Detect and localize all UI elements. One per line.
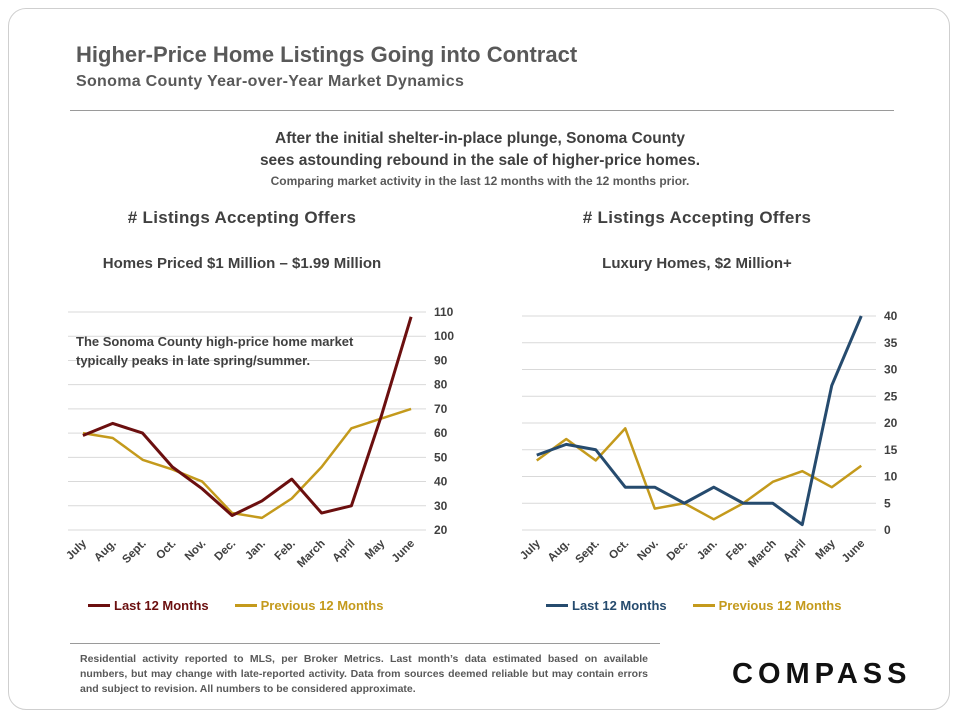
legend-swatch-previous <box>234 604 257 607</box>
legend-label-last: Last 12 Months <box>114 598 209 613</box>
series-line-previous-12-months <box>536 427 862 521</box>
x-tick-label: Nov. <box>635 538 661 564</box>
footer-disclaimer: Residential activity reported to MLS, pe… <box>80 653 648 695</box>
chart-annotation: The Sonoma County high-price home market… <box>76 332 396 370</box>
header-divider <box>70 110 894 111</box>
legend-label-last: Last 12 Months <box>572 598 667 613</box>
footer-divider <box>70 643 660 644</box>
compass-logo: COMPASS <box>732 658 912 690</box>
x-tick-label: Dec. <box>665 538 691 564</box>
x-tick-label: Sept. <box>573 538 601 566</box>
y-tick-label: 50 <box>434 450 448 464</box>
y-tick-label: 90 <box>434 353 448 367</box>
legend-swatch-last <box>88 604 110 607</box>
x-tick-label: Feb. <box>724 538 749 563</box>
left-legend: Last 12 Months Previous 12 Months <box>88 598 409 613</box>
y-tick-label: 80 <box>434 378 448 392</box>
left-chart-subtitle: Homes Priced $1 Million – $1.99 Million <box>102 255 382 272</box>
legend-item-previous: Previous 12 Months <box>234 598 384 613</box>
y-tick-label: 30 <box>434 499 448 513</box>
legend-item-last: Last 12 Months <box>88 598 209 613</box>
x-tick-label: March <box>746 538 778 570</box>
y-tick-label: 0 <box>884 523 891 537</box>
right-chart-title: # Listings Accepting Offers <box>582 208 812 227</box>
y-tick-label: 5 <box>884 496 891 510</box>
legend-item-previous: Previous 12 Months <box>692 598 842 613</box>
annotation-line-1: The Sonoma County high-price home market <box>76 334 354 349</box>
right-legend: Last 12 Months Previous 12 Months <box>546 598 867 613</box>
x-tick-label: July <box>518 537 543 562</box>
comparison-note: Comparing market activity in the last 12… <box>270 174 690 188</box>
x-tick-label: June <box>840 538 867 565</box>
x-tick-label: April <box>781 538 808 565</box>
y-tick-label: 60 <box>434 426 448 440</box>
y-tick-label: 15 <box>884 443 898 457</box>
right-chart-subtitle: Luxury Homes, $2 Million+ <box>602 255 792 272</box>
headline: After the initial shelter-in-place plung… <box>180 128 780 172</box>
legend-swatch-previous <box>692 604 715 607</box>
slide-frame <box>8 8 950 710</box>
y-tick-label: 40 <box>434 475 448 489</box>
page-title: Higher-Price Home Listings Going into Co… <box>76 42 578 67</box>
x-tick-label: Oct. <box>607 538 631 562</box>
headline-line-1: After the initial shelter-in-place plung… <box>275 130 685 147</box>
y-tick-label: 70 <box>434 402 448 416</box>
y-tick-label: 40 <box>884 309 898 323</box>
legend-label-previous: Previous 12 Months <box>260 598 384 613</box>
y-tick-label: 20 <box>434 523 448 537</box>
series-line-previous-12-months <box>82 407 412 520</box>
series-line-last-12-months <box>536 315 863 527</box>
y-tick-label: 110 <box>434 305 454 319</box>
legend-swatch-last <box>546 604 568 607</box>
series-line-last-12-months <box>82 316 413 517</box>
annotation-line-2: typically peaks in late spring/summer. <box>76 353 311 368</box>
x-tick-label: May <box>814 537 839 562</box>
left-chart-title: # Listings Accepting Offers <box>127 208 357 227</box>
y-tick-label: 20 <box>884 416 898 430</box>
legend-item-last: Last 12 Months <box>546 598 667 613</box>
headline-line-2: sees astounding rebound in the sale of h… <box>259 152 701 169</box>
y-tick-label: 25 <box>884 389 898 403</box>
legend-label-previous: Previous 12 Months <box>718 598 842 613</box>
y-tick-label: 30 <box>884 363 898 377</box>
y-tick-label: 100 <box>434 329 454 343</box>
x-tick-label: Aug. <box>546 538 573 565</box>
x-tick-label: Jan. <box>695 538 720 563</box>
y-tick-label: 10 <box>884 470 898 484</box>
y-tick-label: 35 <box>884 336 898 350</box>
page-subtitle: Sonoma County Year-over-Year Market Dyna… <box>76 73 465 90</box>
